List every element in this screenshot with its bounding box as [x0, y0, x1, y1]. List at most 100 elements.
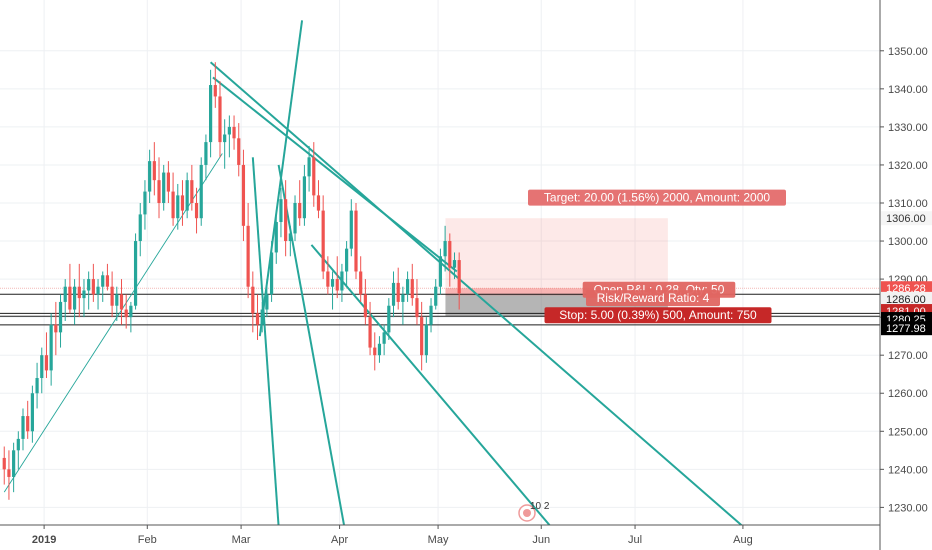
candle — [2, 446, 6, 485]
candle-body — [30, 393, 34, 432]
price-tag: 1277.98 — [881, 321, 932, 336]
trend-line — [3, 153, 223, 493]
price-tag-bg — [881, 211, 932, 226]
candle-body — [255, 313, 260, 325]
candle — [101, 271, 105, 302]
candle — [316, 180, 321, 219]
candle-body — [129, 305, 133, 318]
candle-body — [251, 286, 255, 314]
candle — [213, 62, 217, 108]
time-tick-label: Mar — [232, 534, 251, 546]
candle — [391, 271, 396, 318]
candle — [49, 313, 53, 386]
candle-body — [124, 309, 128, 318]
candle-body — [68, 286, 72, 310]
candle — [373, 332, 377, 371]
trend-line — [209, 61, 743, 525]
candle-body — [373, 347, 377, 356]
candle — [185, 172, 189, 219]
candle — [16, 431, 20, 470]
candle — [115, 286, 119, 321]
candle — [452, 252, 457, 280]
candle-body — [326, 271, 330, 287]
candle — [415, 279, 419, 325]
candle-body — [443, 241, 447, 257]
candle-body — [382, 332, 386, 344]
price-tick-label: 1320.00 — [888, 160, 928, 172]
price-tick-label: 1300.00 — [888, 236, 928, 248]
candle — [265, 279, 269, 318]
earnings-badge-text: 10 2 — [530, 501, 550, 512]
candle-body — [91, 279, 95, 295]
candle — [129, 301, 133, 333]
candle-body — [237, 138, 241, 165]
risk-reward-label: Risk/Reward Ratio: 4 — [586, 290, 720, 307]
candle-body — [434, 286, 438, 306]
candle — [40, 347, 44, 394]
candle — [54, 301, 58, 356]
candle-body — [410, 279, 414, 299]
trend-line — [251, 157, 280, 525]
candle — [44, 332, 49, 379]
price-tag-bg — [881, 321, 932, 336]
candle-body — [429, 305, 433, 325]
price-tag-bg — [881, 281, 932, 296]
target-label-text: Target: 20.00 (1.56%) 2000, Amount: 2000 — [544, 191, 770, 205]
candle — [162, 164, 166, 211]
candle — [345, 241, 349, 287]
candle-body — [438, 256, 443, 287]
time-tick-label: Aug — [733, 534, 753, 546]
plot-area: Target: 20.00 (1.56%) 2000, Amount: 2000… — [0, 20, 880, 525]
grid-lines — [0, 0, 880, 525]
candle-body — [190, 180, 194, 203]
candle — [133, 233, 138, 310]
candle — [110, 271, 114, 318]
price-tick-label: 1260.00 — [888, 388, 928, 400]
candle — [368, 301, 372, 356]
candle — [199, 157, 203, 226]
candle — [434, 279, 438, 310]
price-tick-label: 1230.00 — [888, 502, 928, 514]
candle-body — [448, 241, 452, 268]
candle — [35, 362, 39, 409]
candle-body — [180, 195, 185, 211]
candle — [21, 408, 25, 451]
candle-body — [72, 286, 77, 310]
candle — [77, 263, 81, 318]
candle-body — [405, 279, 410, 295]
candle-body — [340, 271, 344, 291]
candle — [377, 336, 382, 363]
candle — [91, 263, 95, 302]
candle-body — [82, 290, 86, 299]
candle-body — [16, 438, 20, 451]
candle — [148, 149, 152, 203]
candle — [82, 279, 86, 318]
price-tag-text: 1286.00 — [886, 294, 926, 306]
candle-body — [396, 282, 400, 302]
trend-line — [212, 76, 458, 273]
candle-body — [133, 241, 138, 306]
candle-body — [110, 286, 114, 306]
candle — [204, 134, 208, 181]
candle — [279, 187, 283, 238]
candle — [405, 271, 410, 302]
trend-line — [310, 244, 551, 525]
candle — [340, 263, 344, 302]
candle — [218, 81, 222, 158]
candle — [180, 180, 185, 226]
candle-body — [415, 298, 419, 318]
candle — [269, 241, 274, 302]
candle-body — [312, 157, 316, 196]
risk-reward-label-bg — [586, 290, 720, 307]
earnings-badge-dot — [523, 509, 531, 517]
candle — [223, 119, 227, 169]
price-tag-text: 1306.00 — [886, 213, 926, 225]
price-tag-bg — [881, 291, 932, 306]
price-axis: 1230.001240.001250.001260.001270.001280.… — [879, 0, 932, 550]
candle — [26, 400, 30, 439]
candle — [401, 286, 405, 325]
candle-body — [377, 343, 382, 356]
candle-body — [96, 286, 100, 295]
candle-body — [54, 324, 58, 333]
